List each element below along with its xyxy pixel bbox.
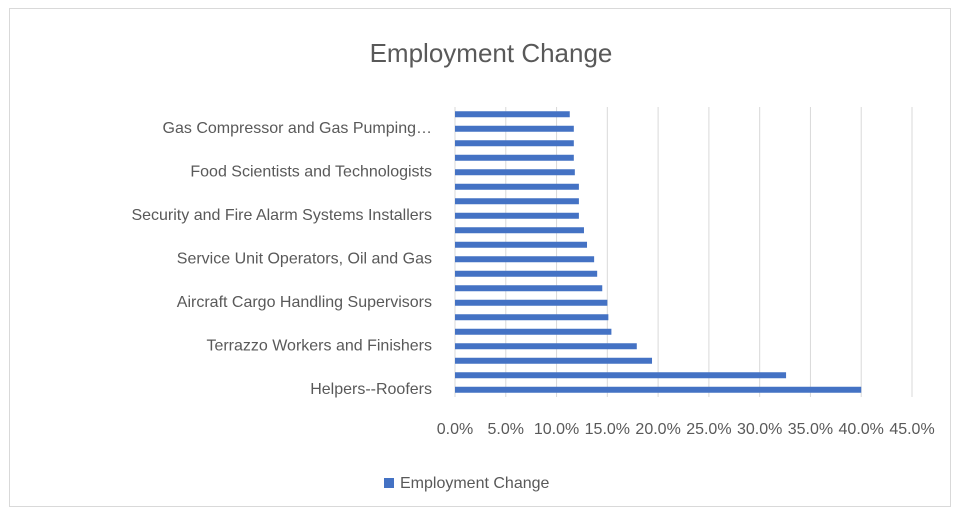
bar [455, 212, 579, 219]
x-tick-label: 5.0% [488, 421, 524, 438]
x-tick-label: 45.0% [889, 421, 934, 438]
legend-label: Employment Change [400, 475, 550, 492]
bar [455, 140, 574, 147]
bar [455, 256, 595, 263]
bar [455, 372, 787, 379]
bar [455, 169, 575, 176]
y-tick-label: Helpers--Roofers [310, 381, 432, 398]
bar [455, 328, 612, 335]
bar [455, 241, 588, 248]
bar [455, 227, 584, 234]
x-tick-label: 15.0% [585, 421, 630, 438]
x-tick-label: 35.0% [788, 421, 833, 438]
x-tick-label: 0.0% [437, 421, 473, 438]
bar [455, 270, 598, 277]
chart-title: Employment Change [370, 38, 613, 68]
bar [455, 198, 579, 205]
bar [455, 125, 574, 132]
y-tick-label: Aircraft Cargo Handling Supervisors [177, 294, 432, 311]
bar [455, 285, 603, 292]
legend-swatch [384, 478, 394, 488]
bar [455, 183, 579, 190]
x-tick-label: 10.0% [534, 421, 579, 438]
x-tick-label: 30.0% [737, 421, 782, 438]
y-tick-label: Terrazzo Workers and Finishers [206, 337, 432, 354]
bar [455, 343, 637, 350]
bar [455, 154, 574, 161]
bar [455, 386, 862, 393]
y-tick-label: Security and Fire Alarm Systems Installe… [131, 207, 432, 224]
bar [455, 314, 609, 321]
x-tick-label: 40.0% [839, 421, 884, 438]
x-tick-label: 25.0% [686, 421, 731, 438]
x-tick-label: 20.0% [635, 421, 680, 438]
y-tick-label: Gas Compressor and Gas Pumping… [163, 120, 432, 137]
bar [455, 111, 570, 118]
y-tick-label: Service Unit Operators, Oil and Gas [177, 250, 432, 267]
bar [455, 357, 653, 364]
y-tick-label: Food Scientists and Technologists [190, 163, 432, 180]
bar [455, 299, 608, 306]
